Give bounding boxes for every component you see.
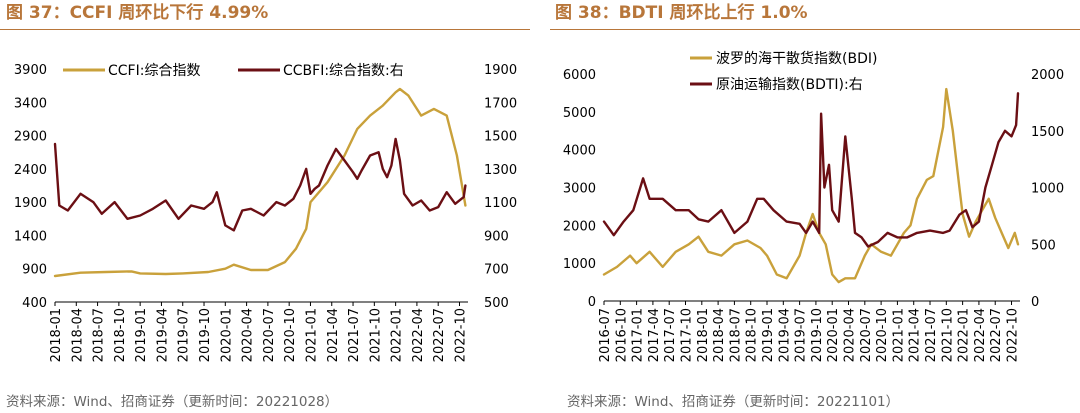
right-x-tick-label: 2021-10 <box>940 308 955 362</box>
right-x-tick-label: 2019-07 <box>794 308 809 362</box>
right-left-tick-label: 0 <box>588 295 596 310</box>
chart-title-right: 图 38：BDTI 周环比上行 1.0% <box>555 3 808 23</box>
left-x-tick-label: 2019-10 <box>198 308 213 362</box>
left-x-tick-label: 2019-01 <box>134 308 149 362</box>
left-right-tick-label: 700 <box>484 263 509 278</box>
right-left-tick-label: 3000 <box>563 182 596 197</box>
left-left-tick-label: 2900 <box>14 130 47 145</box>
legend-label-ccbfi: CCBFI:综合指数:右 <box>283 63 404 79</box>
right-left-tick-label: 4000 <box>563 144 596 159</box>
right-right-tick-label: 1500 <box>1031 125 1064 140</box>
left-x-tick-label: 2018-10 <box>113 308 128 362</box>
left-chart: 3900 3400 2900 2400 1900 1400 900 400 1900 1700 15… <box>14 63 517 362</box>
left-x-tick-label: 2022-07 <box>432 308 447 362</box>
right-x-tick-label: 2022-01 <box>957 308 972 362</box>
left-x-tick-label: 2019-07 <box>177 308 192 362</box>
right-x-tick-label: 2022-04 <box>973 308 988 362</box>
right-series-line-1 <box>602 92 1020 248</box>
left-right-tick-label: 1100 <box>484 196 517 211</box>
left-left-tick-label: 900 <box>22 263 47 278</box>
right-x-tick-label: 2017-01 <box>631 308 646 362</box>
right-x-tick-label: 2016-10 <box>614 308 629 362</box>
right-x-tick-label: 2022-07 <box>989 308 1004 362</box>
right-x-tick-label: 2017-10 <box>680 308 695 362</box>
right-x-tick-label: 2020-07 <box>859 308 874 362</box>
left-left-tick-label: 2400 <box>14 163 47 178</box>
right-x-tick-label: 2022-10 <box>1006 308 1021 362</box>
right-right-tick-label: 1000 <box>1031 182 1064 197</box>
left-right-tick-label: 1500 <box>484 130 517 145</box>
left-right-tick-label: 900 <box>484 229 509 244</box>
left-right-tick-label: 1700 <box>484 96 517 111</box>
left-series-line-1 <box>53 137 467 232</box>
left-left-tick-label: 1900 <box>14 196 47 211</box>
right-left-tick-label: 5000 <box>563 106 596 121</box>
right-x-tick-label: 2018-10 <box>745 308 760 362</box>
right-left-tick-label: 1000 <box>563 257 596 272</box>
right-x-tick-label: 2018-01 <box>696 308 711 362</box>
right-x-tick-label: 2018-04 <box>712 308 727 362</box>
left-series-line-0 <box>53 87 467 278</box>
chart-title-left: 图 37：CCFI 周环比下行 4.99% <box>6 3 269 23</box>
right-series-line-0 <box>602 87 1020 284</box>
left-x-tick-label: 2021-01 <box>304 308 319 362</box>
title-rule-left <box>0 29 530 30</box>
left-x-tick-label: 2022-01 <box>390 308 405 362</box>
right-x-tick-label: 2020-10 <box>875 308 890 362</box>
left-left-tick-label: 3400 <box>14 96 47 111</box>
left-x-tick-label: 2019-04 <box>155 308 170 362</box>
right-x-tick-label: 2021-01 <box>891 308 906 362</box>
left-x-tick-label: 2020-01 <box>219 308 234 362</box>
legend-label-bdti: 原油运输指数(BDTI):右 <box>716 77 863 93</box>
right-chart: 6000500040003000200010000200015001000500… <box>563 68 1064 362</box>
right-x-tick-label: 2019-01 <box>761 308 776 362</box>
left-right-tick-label: 1900 <box>484 63 517 78</box>
left-x-tick-label: 2022-04 <box>411 308 426 362</box>
left-left-tick-label: 3900 <box>14 63 47 78</box>
left-x-tick-label: 2022-10 <box>453 308 468 362</box>
left-left-tick-label: 1400 <box>14 229 47 244</box>
right-x-tick-label: 2018-07 <box>728 308 743 362</box>
right-x-tick-label: 2020-01 <box>826 308 841 362</box>
left-x-tick-label: 2021-04 <box>326 308 341 362</box>
left-x-tick-label: 2018-04 <box>70 308 85 362</box>
right-x-tick-label: 2017-04 <box>647 308 662 362</box>
left-x-tick-label: 2018-07 <box>92 308 107 362</box>
left-x-tick-label: 2020-07 <box>262 308 277 362</box>
right-right-tick-label: 500 <box>1031 238 1056 253</box>
right-x-tick-label: 2016-07 <box>598 308 613 362</box>
left-x-tick-label: 2020-10 <box>283 308 298 362</box>
right-x-tick-label: 2020-04 <box>843 308 858 362</box>
left-left-tick-label: 400 <box>22 296 47 311</box>
right-x-tick-label: 2021-04 <box>908 308 923 362</box>
right-x-tick-label: 2017-07 <box>663 308 678 362</box>
left-right-tick-label: 500 <box>484 296 509 311</box>
right-left-tick-label: 6000 <box>563 68 596 83</box>
left-x-tick-label: 2018-01 <box>49 308 64 362</box>
title-rule-right <box>550 29 1080 30</box>
right-x-tick-label: 2021-07 <box>924 308 939 362</box>
source-note-left: 资料来源：Wind、招商证券（更新时间：20221028） <box>6 394 339 410</box>
right-left-tick-label: 2000 <box>563 219 596 234</box>
left-x-tick-label: 2021-10 <box>368 308 383 362</box>
right-x-tick-label: 2019-04 <box>777 308 792 362</box>
left-x-tick-label: 2021-07 <box>347 308 362 362</box>
left-x-tick-label: 2020-04 <box>241 308 256 362</box>
right-right-tick-label: 2000 <box>1031 68 1064 83</box>
left-right-tick-label: 1300 <box>484 163 517 178</box>
legend-label-bdi: 波罗的海干散货指数(BDI) <box>716 50 877 67</box>
source-note-right: 资料来源：Wind、招商证券（更新时间：20221101） <box>567 394 900 410</box>
right-right-tick-label: 0 <box>1031 295 1039 310</box>
legend-label-ccfi: CCFI:综合指数 <box>108 63 200 79</box>
right-x-tick-label: 2019-10 <box>810 308 825 362</box>
